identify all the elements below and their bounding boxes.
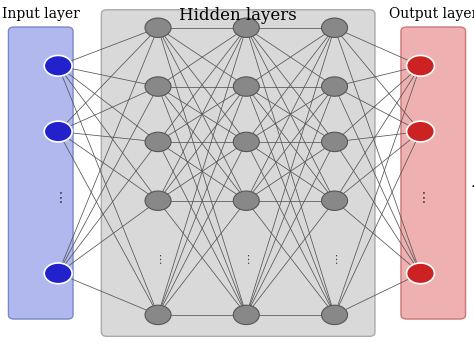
Text: $\vdots$: $\vdots$ [330, 253, 338, 266]
Circle shape [145, 18, 171, 37]
Text: $\vdots$: $\vdots$ [154, 253, 162, 266]
Circle shape [44, 263, 72, 284]
Text: $\vdots$: $\vdots$ [242, 253, 250, 266]
Circle shape [145, 305, 171, 324]
Circle shape [233, 305, 259, 324]
Circle shape [145, 77, 171, 96]
Circle shape [233, 132, 259, 151]
Circle shape [321, 77, 347, 96]
Text: Input layer: Input layer [2, 7, 80, 21]
Text: $\vdots$: $\vdots$ [416, 190, 425, 205]
FancyBboxPatch shape [9, 27, 73, 319]
Circle shape [44, 121, 72, 142]
Text: $\vdots$: $\vdots$ [54, 190, 63, 205]
Text: Output layer: Output layer [389, 7, 474, 21]
Text: Hidden layers: Hidden layers [179, 7, 297, 24]
Circle shape [321, 191, 347, 210]
Circle shape [321, 18, 347, 37]
Circle shape [407, 55, 434, 76]
Circle shape [233, 77, 259, 96]
Circle shape [321, 132, 347, 151]
Circle shape [233, 191, 259, 210]
Circle shape [44, 55, 72, 76]
Circle shape [145, 132, 171, 151]
Circle shape [321, 305, 347, 324]
Circle shape [407, 263, 434, 284]
Text: $\boldsymbol{\mathit{x}}$: $\boldsymbol{\mathit{x}}$ [0, 164, 1, 189]
Circle shape [233, 18, 259, 37]
FancyBboxPatch shape [101, 10, 375, 336]
FancyBboxPatch shape [401, 27, 465, 319]
Circle shape [407, 121, 434, 142]
Circle shape [145, 191, 171, 210]
Text: $\boldsymbol{\mathit{y}}$: $\boldsymbol{\mathit{y}}$ [473, 164, 474, 189]
